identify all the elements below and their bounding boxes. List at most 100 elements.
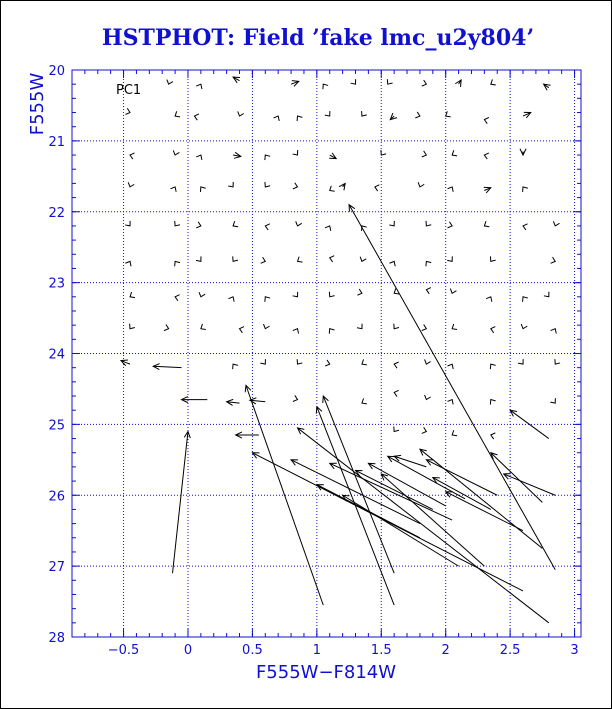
vector-marker bbox=[490, 79, 496, 86]
vector-marker bbox=[483, 152, 490, 160]
vector-arrow bbox=[290, 80, 300, 87]
vector-marker bbox=[196, 154, 203, 161]
vector-marker bbox=[295, 221, 303, 227]
vector-marker bbox=[449, 288, 457, 294]
vector-arrow-shaft bbox=[490, 452, 543, 503]
vector-arrow-shaft bbox=[290, 459, 421, 525]
vector-arrow-head bbox=[322, 394, 329, 404]
vector-arrow-shaft bbox=[329, 462, 453, 521]
vector-marker bbox=[520, 323, 528, 330]
vector-marker bbox=[421, 150, 428, 158]
vector-arrow-head bbox=[455, 78, 462, 87]
vector-marker bbox=[263, 323, 270, 330]
vector-arrow bbox=[483, 186, 492, 194]
vector-arrow-head bbox=[119, 359, 128, 367]
vector-marker bbox=[232, 256, 239, 262]
vector-arrow bbox=[542, 83, 551, 91]
vector-arrow-head bbox=[509, 409, 518, 417]
vector-marker bbox=[485, 296, 493, 302]
vector-marker bbox=[232, 221, 239, 228]
vector-arrow-shaft bbox=[297, 427, 550, 624]
vector-arrow bbox=[522, 111, 532, 119]
vector-marker bbox=[445, 111, 451, 118]
vector-arrow-shaft bbox=[432, 477, 492, 510]
vector-marker bbox=[237, 111, 245, 117]
vector-arrow-shaft bbox=[249, 399, 266, 403]
vector-marker bbox=[228, 181, 234, 188]
vector-arrow-shaft bbox=[232, 76, 240, 82]
vector-arrow-head bbox=[290, 459, 299, 466]
vector-arrow-shaft bbox=[393, 455, 427, 468]
vector-arrow-head bbox=[519, 148, 527, 157]
vector-arrow bbox=[315, 484, 421, 539]
vector-marker bbox=[361, 111, 367, 117]
vector-arrow-shaft bbox=[232, 154, 241, 157]
vector-arrow-head bbox=[338, 182, 346, 191]
vector-arrow-shaft bbox=[226, 401, 240, 404]
vector-marker bbox=[522, 296, 528, 302]
vector-marker bbox=[554, 359, 561, 365]
vector-marker bbox=[264, 181, 271, 188]
vector-marker bbox=[296, 115, 303, 122]
vector-arrow-head bbox=[183, 430, 191, 439]
vector-marker bbox=[200, 323, 206, 330]
vector-marker bbox=[483, 221, 490, 228]
vector-marker bbox=[424, 394, 431, 401]
y-tick-label: 20 bbox=[48, 64, 65, 79]
vector-marker bbox=[193, 113, 200, 121]
vector-marker bbox=[522, 223, 528, 231]
vector-marker bbox=[361, 359, 367, 366]
vector-marker bbox=[174, 111, 181, 118]
y-tick-label: 28 bbox=[48, 631, 65, 646]
vector-arrow bbox=[389, 112, 398, 121]
x-tick-label: 3 bbox=[570, 643, 578, 658]
vector-arrow-head bbox=[431, 476, 440, 484]
vector-marker bbox=[238, 326, 245, 334]
vector-arrow bbox=[393, 454, 427, 468]
gridlines bbox=[72, 69, 581, 638]
vector-arrow-shaft bbox=[172, 431, 189, 574]
vector-marker bbox=[264, 223, 271, 231]
vector-arrow-head bbox=[354, 469, 363, 477]
vector-marker bbox=[550, 328, 557, 334]
vector-marker bbox=[451, 150, 458, 157]
vector-arrow-head bbox=[232, 76, 241, 84]
vector-marker bbox=[174, 260, 181, 267]
vector-marker bbox=[393, 389, 399, 397]
vector-arrow bbox=[315, 405, 395, 606]
vector-arrow bbox=[354, 469, 434, 510]
vector-marker bbox=[421, 324, 428, 332]
vector-arrow bbox=[225, 398, 240, 406]
displacement-vectors bbox=[119, 76, 556, 624]
vector-arrow bbox=[296, 427, 550, 624]
vector-marker bbox=[292, 182, 299, 190]
vector-marker bbox=[425, 220, 432, 227]
vector-marker bbox=[543, 291, 550, 298]
vector-marker bbox=[199, 186, 206, 192]
vector-marker bbox=[374, 184, 380, 192]
vector-marker bbox=[129, 291, 136, 299]
x-tick-label: 1.5 bbox=[371, 643, 392, 658]
vector-arrow bbox=[444, 491, 524, 532]
vector-arrow bbox=[180, 396, 208, 404]
vector-arrow bbox=[509, 409, 550, 439]
vector-arrow-head bbox=[393, 454, 402, 462]
vector-arrow bbox=[455, 78, 462, 87]
vector-arrow-shaft bbox=[245, 385, 324, 606]
vector-marker bbox=[328, 291, 335, 298]
vector-arrow-head bbox=[234, 431, 243, 439]
vector-marker bbox=[170, 186, 177, 192]
vector-arrow bbox=[290, 459, 421, 525]
vector-arrow bbox=[328, 462, 453, 521]
vector-arrow bbox=[248, 397, 266, 405]
vector-arrow bbox=[419, 448, 543, 549]
vector-arrow-shaft bbox=[290, 80, 299, 85]
vector-marker bbox=[329, 185, 335, 192]
vector-marker bbox=[129, 152, 135, 160]
vector-arrow-shaft bbox=[322, 395, 395, 574]
vector-marker bbox=[264, 154, 271, 161]
vector-arrow bbox=[251, 452, 524, 592]
vector-arrow bbox=[367, 462, 446, 507]
vector-marker bbox=[198, 291, 206, 298]
